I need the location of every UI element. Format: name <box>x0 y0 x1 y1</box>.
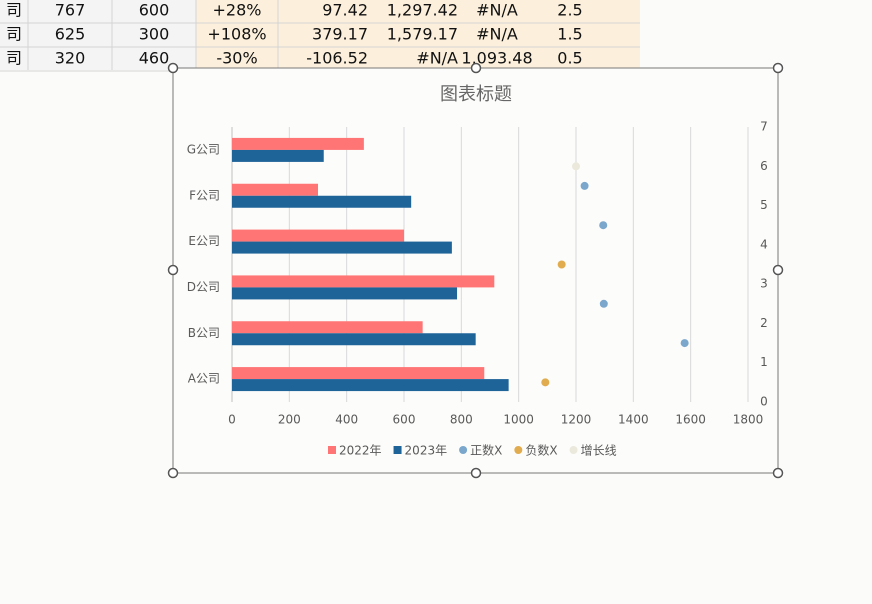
point <box>599 299 608 308</box>
cell: 司 <box>6 49 22 68</box>
x-tick-label: 600 <box>393 413 416 427</box>
y2-tick-label: 7 <box>760 120 768 134</box>
y-tick-label: B公司 <box>188 326 220 340</box>
chart-title: 图表标题 <box>440 84 512 105</box>
bar <box>232 137 364 150</box>
legend-label: 2022年 <box>339 444 382 458</box>
cell: 司 <box>6 25 22 44</box>
y2-tick-label: 6 <box>760 159 768 173</box>
x-tick-label: 400 <box>335 413 358 427</box>
point <box>572 162 580 171</box>
resize-handle <box>772 62 784 74</box>
resize-handle <box>470 467 482 479</box>
cell: 2.5 <box>557 1 582 20</box>
bar <box>232 367 485 380</box>
x-tick-label: 1000 <box>503 413 534 427</box>
x-tick-label: 1800 <box>733 413 764 427</box>
cell-fill <box>0 0 196 70</box>
cell: 1,297.42 <box>387 1 458 20</box>
y-tick-label: F公司 <box>189 188 220 202</box>
cell: 1,093.48 <box>461 49 532 68</box>
legend-swatch <box>393 446 402 454</box>
x-tick-label: 800 <box>450 413 473 427</box>
legend-swatch <box>459 446 468 454</box>
resize-handle <box>772 264 784 276</box>
cell: 0.5 <box>557 49 582 68</box>
bar <box>232 333 476 346</box>
bar <box>232 229 404 242</box>
point <box>541 378 550 387</box>
cell: +108% <box>207 25 266 44</box>
point <box>557 260 566 269</box>
bar <box>232 241 452 254</box>
x-tick-label: 200 <box>278 413 301 427</box>
x-tick-label: 1400 <box>618 413 649 427</box>
cell: 97.42 <box>322 1 368 20</box>
legend-swatch <box>569 446 578 454</box>
cell: #N/A <box>476 1 518 20</box>
cell: 379.17 <box>312 25 368 44</box>
chart: 0 200 400 600 800 1000 1200 1400 1600 1800 0 1 2 3 4 5 6… <box>187 120 768 458</box>
x-tick-label: 1600 <box>675 413 706 427</box>
chart-frame <box>172 67 779 474</box>
cell: #N/A <box>476 25 518 44</box>
legend-swatch <box>514 446 523 454</box>
bar <box>232 183 318 196</box>
resize-handle <box>772 467 784 479</box>
legend-label: 增长线 <box>581 444 617 458</box>
bar <box>232 275 495 288</box>
y2-tick-label: 0 <box>760 395 768 409</box>
legend-swatch <box>328 446 336 454</box>
resize-handle <box>470 62 482 74</box>
bar <box>232 321 423 334</box>
resize-handle <box>167 264 179 276</box>
resize-handle <box>167 62 179 74</box>
cell: 300 <box>139 25 170 44</box>
bar <box>232 195 412 208</box>
cell: 1.5 <box>557 25 582 44</box>
legend-label: 正数X <box>470 443 502 458</box>
cell: 320 <box>55 49 86 68</box>
cell: 司 <box>6 1 22 20</box>
y-tick-label: G公司 <box>187 142 220 156</box>
point <box>599 221 608 230</box>
legend-label: 2023年 <box>405 444 448 458</box>
x-tick-label: 0 <box>228 413 236 427</box>
cell-fill <box>196 0 640 70</box>
cell: -30% <box>216 49 257 68</box>
cell: +28% <box>213 1 262 20</box>
y-tick-label: D公司 <box>187 280 220 294</box>
y2-tick-label: 5 <box>760 198 768 212</box>
y-tick-label: E公司 <box>188 234 220 248</box>
y2-tick-label: 1 <box>760 355 768 369</box>
x-tick-label: 1200 <box>561 413 592 427</box>
sheet: 司 767 600 +28% 97.42 1,297.42 #N/A 2.5 司 625 300 +1… <box>0 0 640 72</box>
cell: 1,579.17 <box>387 25 458 44</box>
point <box>580 181 589 190</box>
cell: 460 <box>139 49 170 68</box>
y2-tick-label: 2 <box>760 316 768 330</box>
y-tick-label: A公司 <box>188 372 220 386</box>
y2-tick-label: 3 <box>760 277 768 291</box>
bar <box>232 287 458 300</box>
resize-handle <box>167 467 179 479</box>
cell: 600 <box>139 1 170 20</box>
cell: 767 <box>55 1 86 20</box>
cell: 625 <box>55 25 86 44</box>
cell: -106.52 <box>306 49 368 68</box>
point <box>680 339 689 348</box>
cell: #N/A <box>416 49 458 68</box>
bar <box>232 149 324 162</box>
y2-tick-label: 4 <box>760 237 768 251</box>
bar <box>232 379 509 392</box>
legend-label: 负数X <box>525 443 557 458</box>
